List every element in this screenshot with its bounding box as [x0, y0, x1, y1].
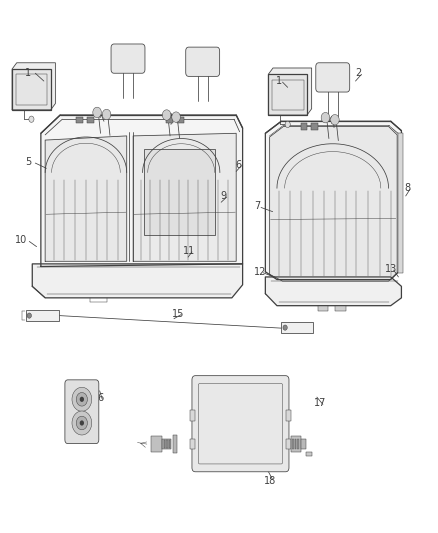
Circle shape — [162, 110, 171, 120]
Text: 1: 1 — [276, 76, 282, 86]
Bar — [76, 117, 83, 123]
Bar — [268, 74, 307, 115]
Circle shape — [29, 116, 34, 123]
Polygon shape — [133, 133, 236, 261]
FancyBboxPatch shape — [65, 380, 99, 443]
FancyBboxPatch shape — [192, 376, 289, 472]
Circle shape — [321, 112, 330, 123]
FancyBboxPatch shape — [186, 47, 219, 76]
Bar — [144, 149, 215, 235]
Polygon shape — [270, 126, 397, 281]
Bar — [177, 117, 184, 123]
Bar — [173, 435, 177, 453]
Polygon shape — [41, 115, 243, 266]
Circle shape — [80, 397, 84, 402]
Bar — [190, 410, 195, 421]
Text: 4: 4 — [166, 112, 173, 123]
Bar — [151, 436, 162, 452]
Bar — [164, 440, 166, 448]
Bar — [300, 123, 307, 130]
Bar — [286, 410, 291, 421]
Bar — [166, 117, 173, 123]
Circle shape — [76, 416, 88, 430]
Text: 8: 8 — [405, 183, 411, 193]
Circle shape — [283, 325, 287, 330]
Bar — [292, 439, 294, 449]
Circle shape — [72, 411, 92, 435]
Text: 2: 2 — [355, 68, 362, 78]
Bar — [87, 117, 94, 123]
Text: 16: 16 — [93, 393, 105, 403]
Text: 13: 13 — [385, 264, 397, 274]
Text: 1: 1 — [25, 68, 31, 78]
Text: 9: 9 — [220, 191, 226, 201]
FancyBboxPatch shape — [316, 63, 350, 92]
Circle shape — [76, 392, 88, 406]
Bar — [294, 439, 296, 449]
Text: 18: 18 — [264, 475, 276, 486]
Text: 4: 4 — [96, 110, 102, 120]
Bar — [286, 439, 291, 449]
Polygon shape — [12, 63, 55, 110]
Bar — [281, 322, 314, 333]
Bar — [166, 440, 168, 448]
Circle shape — [93, 107, 101, 118]
Bar — [335, 306, 346, 311]
Text: 2: 2 — [128, 50, 134, 60]
FancyBboxPatch shape — [111, 44, 145, 73]
Circle shape — [285, 122, 290, 127]
Bar — [272, 79, 304, 110]
Text: 17: 17 — [314, 398, 326, 408]
Bar — [162, 439, 171, 449]
Bar — [311, 123, 318, 130]
Bar — [291, 436, 300, 452]
Bar — [399, 133, 403, 273]
Text: 10: 10 — [15, 236, 28, 245]
Bar — [301, 439, 306, 449]
Circle shape — [102, 109, 111, 120]
Bar — [169, 440, 170, 448]
Text: 4: 4 — [328, 116, 334, 126]
Text: 7: 7 — [254, 201, 261, 212]
Bar — [306, 452, 312, 456]
Text: 11: 11 — [183, 246, 195, 256]
Polygon shape — [265, 122, 401, 280]
Circle shape — [172, 112, 180, 123]
Circle shape — [72, 387, 92, 411]
Bar — [318, 306, 328, 311]
Bar — [15, 74, 47, 104]
Circle shape — [331, 115, 339, 125]
Circle shape — [27, 313, 32, 318]
Polygon shape — [45, 136, 127, 261]
Text: 3: 3 — [209, 53, 215, 62]
Polygon shape — [32, 264, 243, 298]
Bar — [190, 439, 195, 449]
Bar — [297, 439, 299, 449]
Text: 5: 5 — [25, 157, 31, 167]
Polygon shape — [265, 277, 401, 306]
Circle shape — [80, 421, 84, 426]
Text: 12: 12 — [254, 266, 266, 277]
Text: 15: 15 — [172, 309, 184, 319]
Bar — [12, 69, 51, 110]
Text: 6: 6 — [235, 160, 241, 169]
Bar — [26, 310, 59, 321]
Polygon shape — [268, 68, 311, 115]
